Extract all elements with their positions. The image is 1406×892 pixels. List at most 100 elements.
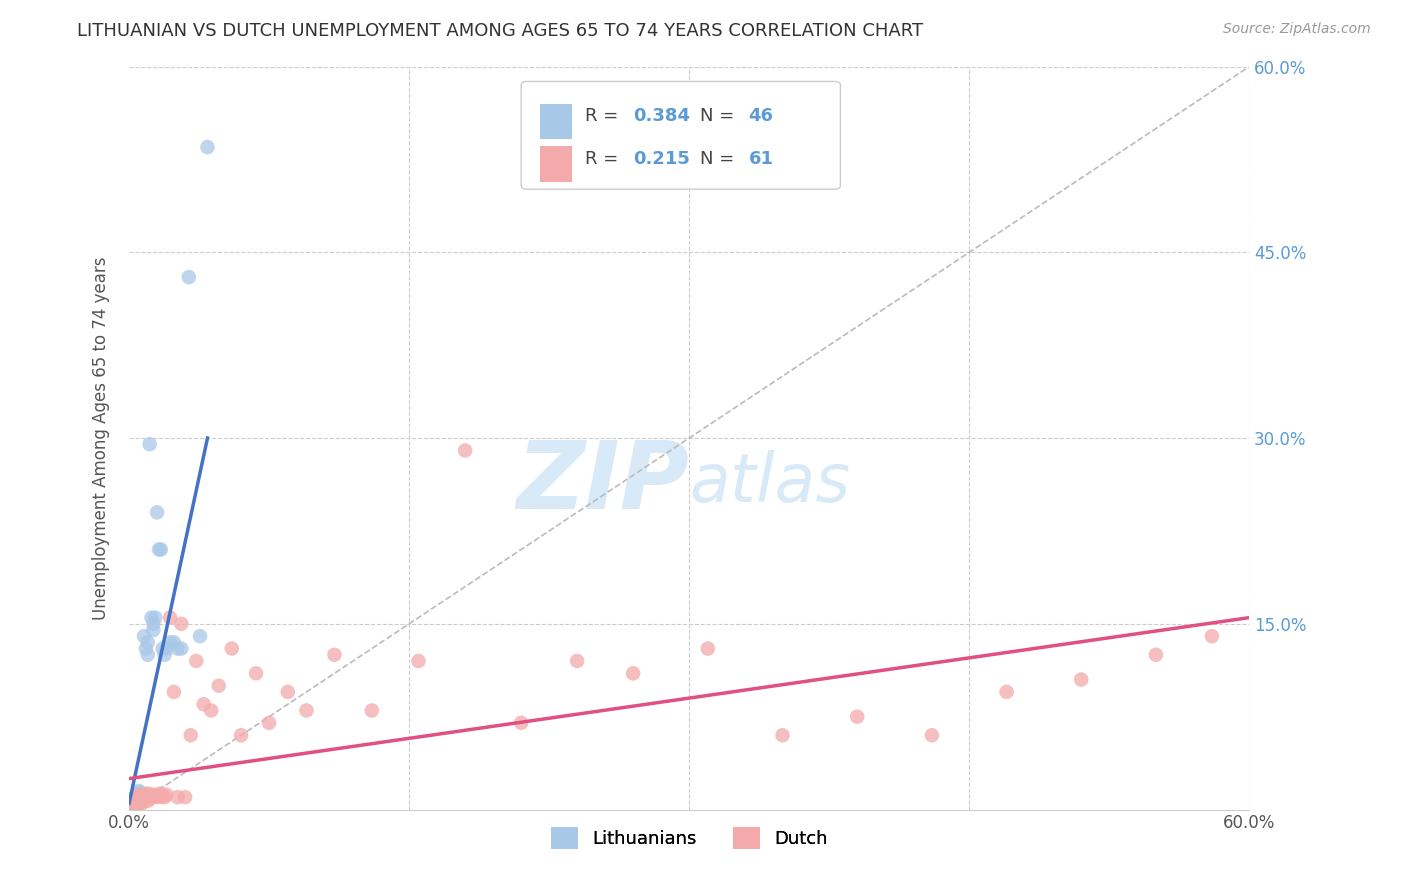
FancyBboxPatch shape: [522, 81, 841, 189]
Point: [163, 635, 186, 649]
Y-axis label: Unemployment Among Ages 65 to 74 years: Unemployment Among Ages 65 to 74 years: [93, 256, 110, 620]
Point: [127, 792, 149, 806]
Point: [180, 728, 202, 742]
Point: [136, 794, 159, 808]
Point: [129, 791, 152, 805]
Point: [177, 270, 200, 285]
Point: [155, 641, 177, 656]
Point: [125, 790, 148, 805]
Point: [124, 795, 146, 809]
Point: [131, 790, 153, 805]
Point: [125, 797, 148, 811]
Point: [188, 629, 211, 643]
Point: [277, 685, 299, 699]
Point: [146, 505, 169, 519]
Point: [221, 641, 243, 656]
Point: [170, 641, 193, 656]
Point: [193, 698, 215, 712]
Point: [510, 715, 533, 730]
Point: [1070, 673, 1092, 687]
FancyBboxPatch shape: [540, 146, 572, 182]
Point: [772, 728, 794, 742]
Point: [121, 792, 143, 806]
Point: [166, 790, 188, 805]
Point: [245, 666, 267, 681]
Point: [148, 542, 170, 557]
Point: [696, 641, 718, 656]
Point: [121, 797, 143, 812]
Point: [257, 715, 280, 730]
Text: N =: N =: [700, 107, 741, 126]
Point: [142, 616, 165, 631]
Point: [142, 790, 165, 805]
Text: 0.384: 0.384: [633, 107, 690, 126]
Point: [131, 789, 153, 803]
Point: [127, 784, 149, 798]
Point: [142, 623, 165, 637]
Point: [127, 797, 149, 811]
Point: [1201, 629, 1223, 643]
Point: [125, 797, 148, 812]
Legend: Lithuanians, Dutch: Lithuanians, Dutch: [544, 820, 835, 856]
Point: [132, 629, 155, 643]
Point: [135, 788, 157, 802]
Point: [155, 788, 177, 802]
Point: [131, 792, 153, 806]
Point: [153, 648, 176, 662]
Point: [120, 798, 142, 813]
Point: [995, 685, 1018, 699]
Point: [408, 654, 430, 668]
Text: R =: R =: [585, 150, 624, 168]
Point: [135, 790, 157, 805]
Point: [125, 794, 148, 808]
Point: [197, 140, 219, 154]
Point: [127, 790, 149, 805]
Point: [136, 635, 159, 649]
Point: [166, 641, 188, 656]
Point: [163, 685, 186, 699]
Point: [131, 797, 153, 811]
Text: Source: ZipAtlas.com: Source: ZipAtlas.com: [1223, 22, 1371, 37]
Point: [295, 704, 318, 718]
Point: [138, 437, 160, 451]
Point: [125, 790, 148, 805]
Point: [124, 792, 146, 806]
Point: [141, 610, 163, 624]
Point: [1144, 648, 1167, 662]
Point: [141, 788, 163, 802]
Point: [152, 641, 174, 656]
Point: [360, 704, 382, 718]
Text: ZIP: ZIP: [516, 437, 689, 529]
Point: [208, 679, 231, 693]
Point: [136, 787, 159, 801]
Point: [846, 709, 869, 723]
Point: [124, 797, 146, 812]
Text: N =: N =: [700, 150, 741, 168]
Point: [136, 648, 159, 662]
Point: [143, 610, 166, 624]
Text: 0.215: 0.215: [633, 150, 690, 168]
Point: [129, 791, 152, 805]
Text: atlas: atlas: [689, 450, 851, 516]
FancyBboxPatch shape: [540, 103, 572, 139]
Point: [124, 792, 146, 806]
Point: [127, 797, 149, 811]
Text: LITHUANIAN VS DUTCH UNEMPLOYMENT AMONG AGES 65 TO 74 YEARS CORRELATION CHART: LITHUANIAN VS DUTCH UNEMPLOYMENT AMONG A…: [77, 22, 924, 40]
Point: [129, 795, 152, 809]
Text: 61: 61: [748, 150, 773, 168]
Point: [129, 788, 152, 802]
Point: [127, 788, 149, 802]
Point: [132, 788, 155, 802]
Point: [121, 798, 143, 813]
Point: [121, 795, 143, 809]
Point: [120, 797, 142, 812]
Point: [138, 791, 160, 805]
Point: [621, 666, 644, 681]
Point: [149, 787, 172, 801]
Point: [132, 792, 155, 806]
Point: [565, 654, 588, 668]
Point: [148, 790, 170, 805]
Point: [200, 704, 222, 718]
Point: [229, 728, 252, 742]
Point: [323, 648, 346, 662]
